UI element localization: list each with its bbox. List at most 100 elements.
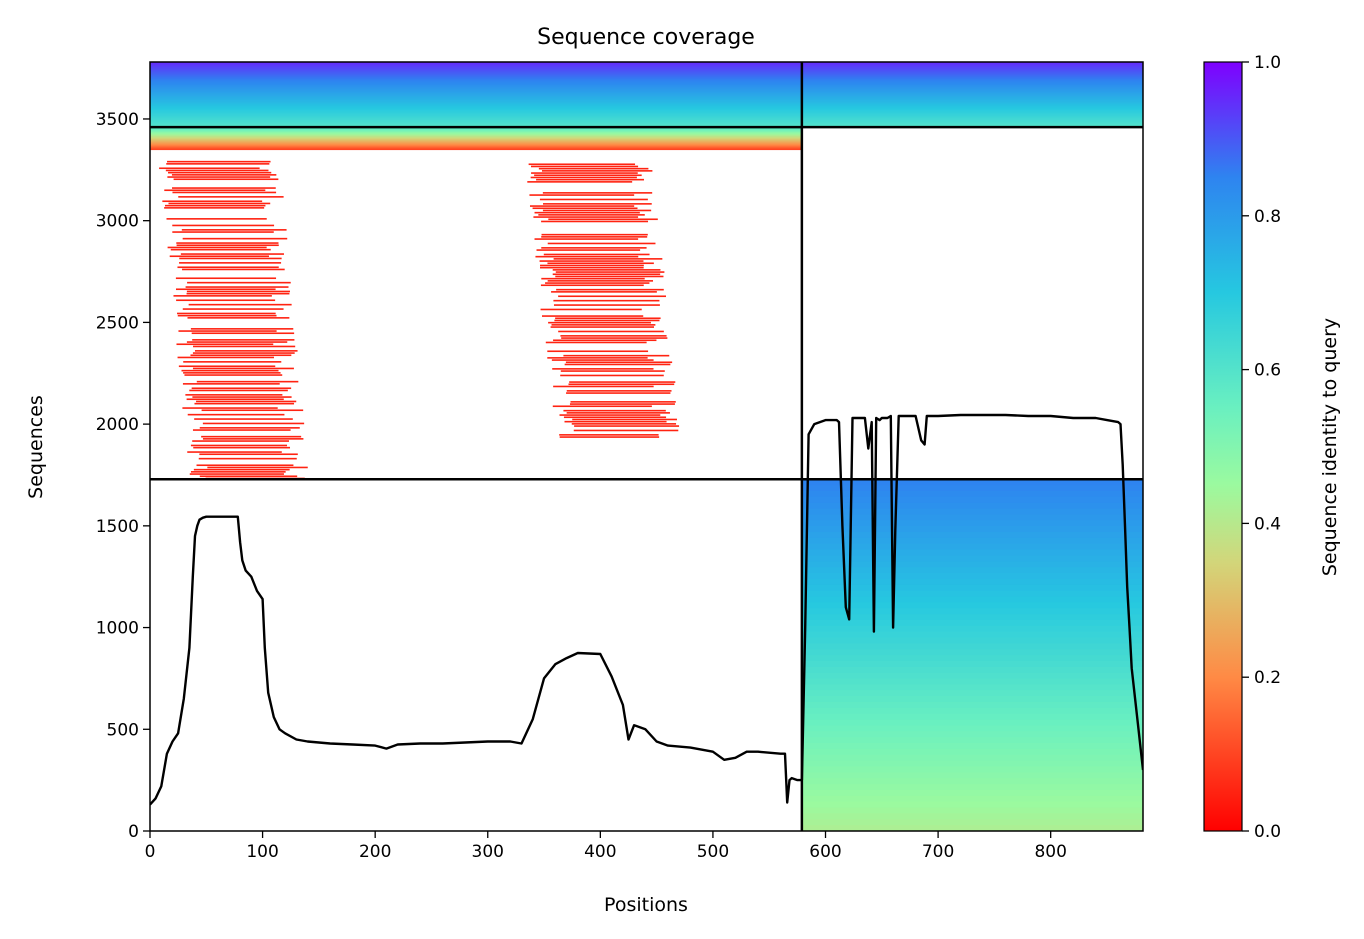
heat-row (801, 813, 1143, 820)
heat-row (556, 288, 664, 291)
heat-row (541, 236, 648, 238)
heat-row (801, 70, 1143, 73)
heat-row (172, 187, 276, 189)
heat-row (801, 112, 1143, 115)
heat-row (568, 383, 675, 386)
heat-row (801, 807, 1143, 815)
colorbar (1203, 61, 1243, 832)
heat-row (190, 354, 292, 357)
heat-row (547, 242, 656, 245)
x-tick-label: 700 (922, 842, 954, 862)
heat-row (801, 86, 1143, 89)
heat-row (551, 291, 657, 293)
heat-row (801, 549, 1143, 557)
heat-row (150, 68, 802, 71)
heat-row (150, 83, 802, 86)
heat-row (560, 374, 664, 377)
heat-row (183, 361, 282, 363)
heat-row (150, 62, 802, 64)
heat-row (555, 271, 665, 273)
heat-row (186, 341, 288, 343)
heat-row (175, 288, 276, 291)
heat-row (801, 105, 1143, 108)
heat-row (547, 262, 654, 265)
heat-row (558, 330, 664, 333)
heat-row (171, 174, 277, 176)
y-tick-label: 0 (128, 822, 139, 842)
heat-row (801, 743, 1143, 750)
chart-title: Sequence coverage (537, 25, 755, 50)
y-axis: 0 500 1000 1500 2000 2500 3000 3500 (96, 110, 150, 842)
colorbar-tick-label: 1.0 (1254, 53, 1281, 73)
heat-row (193, 446, 291, 449)
plot-frame (149, 61, 1144, 832)
heat-row (150, 82, 802, 85)
heat-row (801, 543, 1143, 551)
x-tick-label: 600 (809, 842, 841, 862)
heat-row (150, 75, 802, 77)
heat-row (531, 165, 639, 168)
heat-row (529, 205, 635, 207)
x-tick-label: 0 (145, 842, 156, 862)
heat-row (187, 281, 291, 284)
heat-row (198, 457, 297, 460)
heat-block-upper-left-transition (150, 127, 802, 151)
heat-row (150, 107, 802, 110)
heat-row (194, 402, 295, 405)
heat-row (554, 319, 660, 322)
heat-row (553, 258, 663, 260)
heat-row (532, 207, 638, 210)
heat-row (566, 392, 671, 394)
heat-row (196, 380, 299, 383)
heat-row (801, 102, 1143, 104)
heat-row (801, 76, 1143, 78)
heat-block-red-region-B (527, 163, 680, 438)
heat-row (551, 359, 654, 361)
heat-row (150, 89, 802, 91)
coverage-line-1 (150, 515, 802, 806)
heat-row (150, 96, 802, 99)
heat-row (801, 690, 1143, 697)
heat-row (529, 194, 635, 196)
heat-row (801, 78, 1143, 80)
heat-row (558, 295, 666, 298)
heat-row (801, 94, 1143, 97)
heat-row (801, 532, 1143, 539)
heat-row (177, 356, 274, 359)
heat-row (801, 119, 1143, 122)
heat-row (801, 108, 1143, 111)
heat-row (150, 104, 802, 107)
heat-row (150, 91, 802, 93)
heat-row (801, 567, 1143, 574)
heat-row (150, 119, 802, 122)
heat-row (541, 277, 645, 280)
heat-row (552, 273, 661, 276)
heat-row (801, 485, 1143, 492)
heat-row (801, 63, 1143, 65)
heat-row (199, 427, 300, 429)
heat-row (150, 112, 802, 115)
heat-row (150, 86, 802, 89)
heat-row (801, 619, 1143, 627)
heat-row (801, 590, 1143, 598)
heat-row (180, 253, 284, 255)
heat-row (801, 666, 1143, 674)
heat-row (170, 248, 271, 251)
heat-row (150, 84, 802, 87)
heat-row (801, 73, 1143, 76)
heat-row (801, 643, 1143, 650)
heat-row (801, 107, 1143, 110)
heat-row (547, 357, 648, 359)
heat-row (150, 121, 802, 124)
heat-row (186, 398, 284, 401)
heat-row (801, 754, 1143, 762)
heat-row (552, 368, 654, 370)
heat-row (187, 451, 282, 453)
heat-row (801, 101, 1143, 103)
heat-row (801, 110, 1143, 113)
heat-row (801, 637, 1143, 645)
heat-row (175, 277, 277, 280)
colorbar-tick-label: 0.0 (1254, 822, 1281, 842)
heat-row (172, 224, 275, 227)
heat-row (801, 75, 1143, 77)
